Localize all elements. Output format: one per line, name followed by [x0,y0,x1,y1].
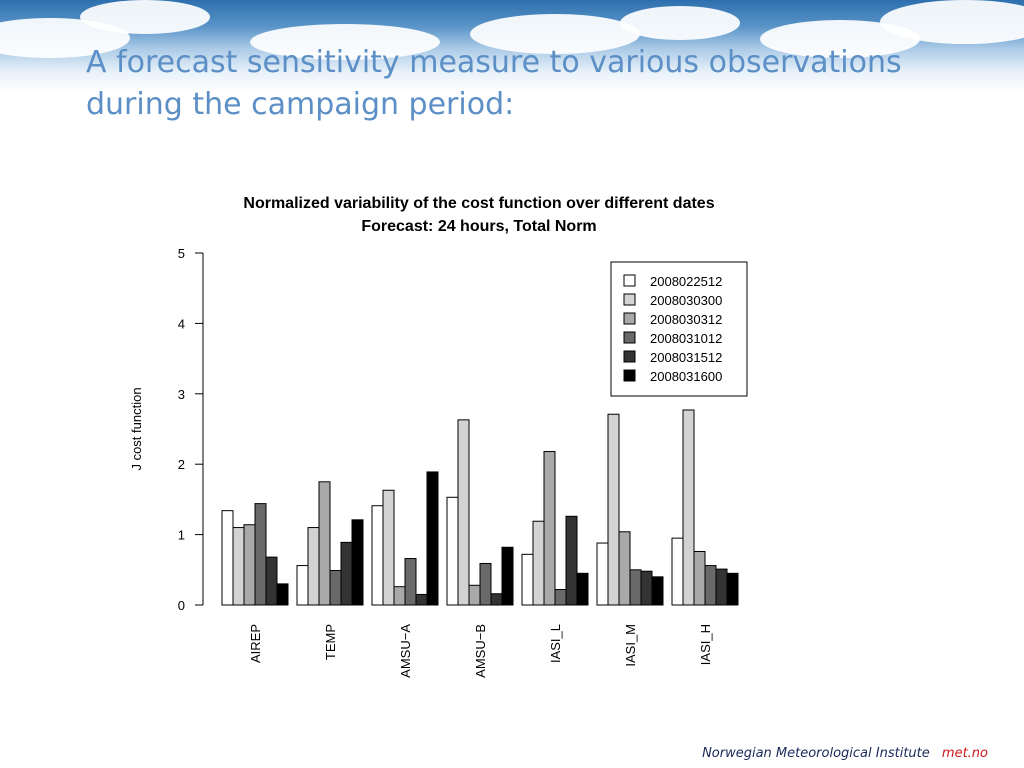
x-tick-label: AMSU−A [398,624,413,678]
bar [651,576,664,606]
y-tick-label: 0 [178,598,185,613]
bar [457,419,470,606]
cloud-shape [880,0,1024,44]
y-axis: 0 1 2 3 4 5 [178,246,204,613]
bar [554,589,567,606]
y-tick-label: 4 [178,316,185,331]
bar [479,562,492,606]
bar [468,584,481,606]
legend-swatch [623,369,636,382]
bar [254,503,267,606]
bar [565,515,578,606]
bar [693,550,706,606]
bar [426,471,439,606]
bar [276,583,289,606]
bar [490,593,503,606]
chart-subtitle: Forecast: 24 hours, Total Norm [361,218,596,235]
bar [607,413,620,606]
bar [393,586,406,606]
y-axis-label: J cost function [129,387,144,470]
bar [307,527,320,606]
cloud-shape [80,0,210,34]
bar [618,531,631,606]
footer-brand-link[interactable]: met.no [941,746,988,761]
y-tick-label: 5 [178,246,185,261]
bar [351,519,364,606]
bar [221,510,234,606]
x-tick-label: IASI_M [623,624,638,667]
bar [296,565,309,606]
x-tick-label: AMSU−B [473,624,488,678]
bar [318,481,331,606]
bar [329,570,342,606]
bar [682,409,695,606]
y-tick-label: 3 [178,387,185,402]
footer-organization: Norwegian Meteorological Institute [702,746,930,761]
bar [640,570,653,606]
legend-swatch [623,312,636,325]
bar [371,505,384,606]
bar [340,541,353,606]
bar [446,496,459,606]
bar [521,553,534,606]
x-tick-label: AIREP [248,624,263,663]
slide-title: A forecast sensitivity measure to variou… [86,42,966,126]
legend-label: 2008030300 [650,293,722,308]
bar [404,558,417,606]
bar [629,569,642,606]
footer: Norwegian Meteorological Institute met.n… [702,746,988,761]
bar [715,568,728,606]
legend-swatch [623,350,636,363]
y-tick-label: 1 [178,528,185,543]
legend-label: 2008031512 [650,350,722,365]
bar [576,572,589,606]
bars-group [221,409,739,606]
bar [704,565,717,606]
bar [671,537,684,606]
x-tick-label: TEMP [323,624,338,660]
legend-label: 2008022512 [650,274,722,289]
bar [501,546,514,606]
slide-title-line: A forecast sensitivity measure to variou… [86,45,902,80]
x-tick-label: IASI_L [548,624,563,663]
y-tick-label: 2 [178,457,185,472]
legend-label: 2008031012 [650,331,722,346]
bar [532,520,545,606]
x-tick-label: IASI_H [698,624,713,665]
x-tick-labels: AIREP TEMP AMSU−A AMSU−B IASI_L IASI_M IASI_H [248,624,713,678]
slide-title-line: during the campaign period: [86,87,515,122]
chart-title: Normalized variability of the cost funct… [243,195,714,212]
bar [232,527,245,606]
legend-swatch [623,274,636,287]
bar [243,524,256,606]
cloud-shape [620,6,740,40]
legend-swatch [623,331,636,344]
bar [726,572,739,606]
bar [382,489,395,606]
cloud-shape [250,24,440,60]
legend: 2008022512 2008030300 2008030312 2008031012… [610,261,748,397]
legend-swatch [623,293,636,306]
bar [265,556,278,606]
legend-label: 2008031600 [650,369,722,384]
cloud-shape [470,14,640,54]
sky-background [0,0,1024,150]
legend-label: 2008030312 [650,312,722,327]
bar [543,451,556,606]
bar [415,593,428,606]
bar [596,542,609,606]
